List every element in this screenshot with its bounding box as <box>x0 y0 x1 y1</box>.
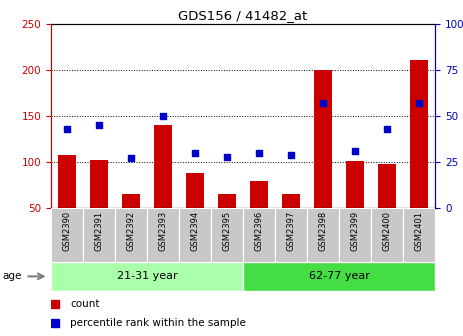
Text: GSM2399: GSM2399 <box>350 211 360 251</box>
Point <box>223 154 231 159</box>
Point <box>63 126 71 132</box>
Text: GSM2394: GSM2394 <box>191 211 200 251</box>
Bar <box>371 208 403 262</box>
Point <box>256 150 263 156</box>
Bar <box>250 181 268 255</box>
Bar <box>403 208 435 262</box>
Bar <box>51 262 243 291</box>
Title: GDS156 / 41482_at: GDS156 / 41482_at <box>178 9 308 23</box>
Bar <box>179 208 211 262</box>
Point <box>351 149 359 154</box>
Text: GSM2396: GSM2396 <box>255 211 263 251</box>
Bar <box>339 208 371 262</box>
Point <box>127 156 135 161</box>
Bar <box>211 208 243 262</box>
Bar <box>314 70 332 255</box>
Text: 62-77 year: 62-77 year <box>309 271 369 281</box>
Bar <box>83 208 115 262</box>
Bar <box>243 208 275 262</box>
Text: GSM2392: GSM2392 <box>126 211 136 251</box>
Bar <box>115 208 147 262</box>
Bar <box>410 60 428 255</box>
Text: GSM2390: GSM2390 <box>63 211 71 251</box>
Bar <box>186 173 204 255</box>
Point <box>415 100 423 106</box>
Point <box>383 126 391 132</box>
Bar <box>378 164 396 255</box>
Text: GSM2393: GSM2393 <box>158 211 168 251</box>
Text: percentile rank within the sample: percentile rank within the sample <box>70 318 246 328</box>
Text: GSM2401: GSM2401 <box>415 211 424 251</box>
Bar <box>243 262 435 291</box>
Text: GSM2398: GSM2398 <box>319 211 328 251</box>
Bar <box>51 208 83 262</box>
Text: GSM2391: GSM2391 <box>94 211 103 251</box>
Text: 21-31 year: 21-31 year <box>117 271 177 281</box>
Bar <box>154 125 172 255</box>
Bar <box>275 208 307 262</box>
Text: GSM2397: GSM2397 <box>287 211 295 251</box>
Text: GSM2400: GSM2400 <box>383 211 392 251</box>
Bar <box>58 155 76 255</box>
Bar <box>218 195 236 255</box>
Point <box>191 150 199 156</box>
Bar <box>122 195 140 255</box>
Point <box>95 122 103 128</box>
Point <box>288 152 295 157</box>
Text: age: age <box>2 271 22 281</box>
Bar <box>90 160 108 255</box>
Bar <box>307 208 339 262</box>
Text: count: count <box>70 299 100 308</box>
Text: GSM2395: GSM2395 <box>223 211 232 251</box>
Bar <box>282 195 300 255</box>
Point <box>159 113 167 119</box>
Bar <box>147 208 179 262</box>
Bar <box>346 161 364 255</box>
Point <box>319 100 327 106</box>
